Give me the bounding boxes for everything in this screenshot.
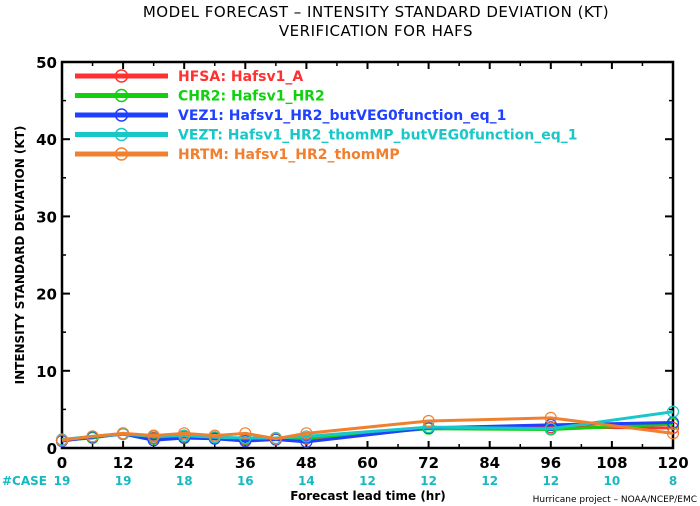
y-tick-label: 0 — [47, 440, 57, 458]
case-count-value: 12 — [420, 474, 437, 488]
case-count-value: 19 — [54, 474, 71, 488]
series-point — [544, 411, 557, 424]
x-tick-label: 48 — [296, 454, 317, 472]
legend-marker — [114, 127, 129, 142]
series-point — [147, 429, 160, 442]
y-axis-label: INTENSITY STANDARD DEVIATION (KT) — [13, 126, 27, 385]
y-tick-label: 40 — [36, 131, 57, 149]
y-tick-label: 20 — [36, 286, 57, 304]
legend-label: CHR2: Hafsv1_HR2 — [178, 89, 325, 105]
legend-marker — [114, 108, 129, 122]
x-tick-label: 108 — [596, 454, 627, 472]
x-axis-label: Forecast lead time (hr) — [290, 489, 446, 503]
series-point — [422, 414, 435, 428]
chart-title-line2: VERIFICATION FOR HAFS — [279, 22, 473, 40]
legend-label: VEZ1: Hafsv1_HR2_butVEG0function_eq_1 — [178, 108, 506, 124]
series-point — [55, 434, 69, 447]
y-tick-label: 30 — [36, 208, 57, 226]
series-point — [300, 427, 313, 440]
x-tick-label: 120 — [657, 454, 688, 472]
series-point — [178, 427, 191, 440]
y-tick-label: 10 — [36, 363, 57, 381]
series-point — [269, 432, 282, 445]
legend-label: HFSA: Hafsv1_A — [178, 69, 303, 85]
case-count-value: 8 — [669, 474, 677, 488]
footer-credit: Hurricane project – NOAA/NCEP/EMC — [533, 495, 697, 505]
x-tick-label: 24 — [174, 454, 195, 472]
series-point — [666, 405, 680, 418]
case-count-value: 12 — [359, 474, 376, 488]
legend-marker — [114, 147, 129, 161]
case-count-value: 19 — [115, 474, 132, 488]
x-tick-label: 96 — [540, 454, 561, 472]
legend-label: HRTM: Hafsv1_HR2_thomMP — [178, 147, 400, 163]
series-point — [86, 430, 99, 443]
series-point — [116, 427, 130, 440]
case-count-value: 10 — [604, 474, 621, 488]
x-tick-label: 72 — [418, 454, 439, 472]
case-count-value: 12 — [481, 474, 498, 488]
case-count-value: 16 — [237, 474, 254, 488]
series-point — [208, 429, 221, 442]
series-point — [666, 421, 680, 435]
case-count-value: 12 — [542, 474, 559, 488]
y-tick-label: 50 — [36, 54, 57, 72]
series-point — [239, 434, 252, 448]
series-point — [239, 427, 252, 440]
legend-label: VEZT: Hafsv1_HR2_thomMP_butVEG0function_… — [178, 128, 578, 144]
case-count-value: 18 — [176, 474, 193, 488]
x-tick-label: 60 — [357, 454, 378, 472]
legend-marker — [114, 69, 129, 83]
legend-marker — [114, 88, 129, 103]
series-point — [666, 427, 680, 440]
x-tick-label: 84 — [479, 454, 500, 472]
case-count-label: #CASE — [2, 474, 47, 488]
x-tick-label: 36 — [235, 454, 256, 472]
series-point — [300, 430, 313, 443]
x-tick-label: 12 — [113, 454, 134, 472]
x-tick-label: 0 — [57, 454, 67, 472]
chart-title-line1: MODEL FORECAST – INTENSITY STANDARD DEVI… — [143, 3, 609, 21]
case-count-value: 14 — [298, 474, 315, 488]
